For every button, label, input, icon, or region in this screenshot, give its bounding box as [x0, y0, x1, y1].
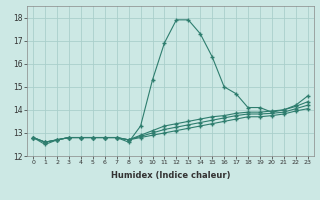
X-axis label: Humidex (Indice chaleur): Humidex (Indice chaleur): [111, 171, 230, 180]
